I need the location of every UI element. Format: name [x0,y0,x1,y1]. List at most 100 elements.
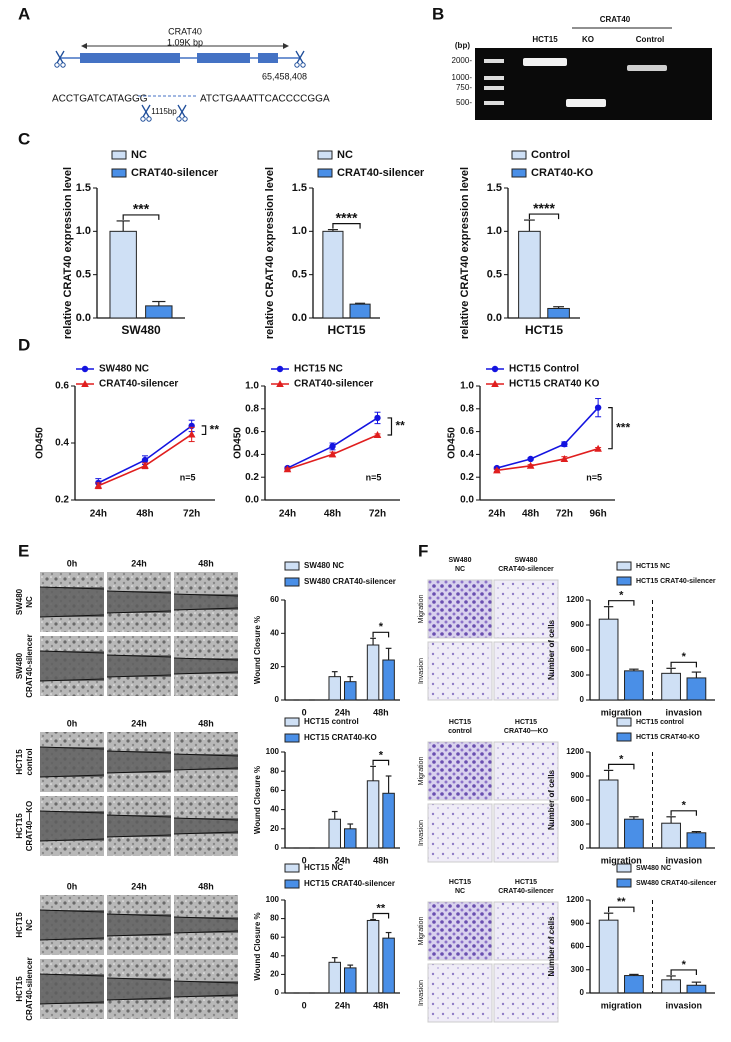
wound-gap [174,981,238,997]
sequence-left: ACCTGATCATAGGG [52,94,148,105]
micrograph [493,579,559,639]
wound-edge [106,814,172,818]
x-tick-label: 48h [324,509,341,520]
column-label: CRAT40-silencer [498,888,554,895]
y-tick-label: 100 [266,747,280,756]
deletion-size: 1115bp [151,107,177,116]
y-axis-label: OD450 [35,427,46,459]
legend-label: HCT15 CRAT40-silencer [304,879,395,888]
panel-letter: E [18,541,29,560]
scissors-handle [54,62,60,68]
row-label: HCT15 [15,912,24,938]
column-label: control [448,728,472,735]
y-tick-label: 1.0 [292,225,307,237]
sample-size-note: n=5 [586,472,602,482]
y-tick-label: 0.5 [292,269,307,281]
legend-label: HCT15 NC [304,863,343,872]
y-tick-label: 40 [270,805,279,814]
wound-edge [106,674,172,678]
y-tick-label: 300 [571,670,585,679]
micrograph [427,641,493,701]
wound-edge [39,909,105,913]
legend-marker [81,365,89,373]
bar [661,672,681,701]
x-tick-label: 48h [373,855,389,865]
y-axis-label: Number of cells [547,769,556,830]
bar [109,230,137,319]
timepoint-label: 48h [198,881,214,891]
scissors-handle [182,116,188,122]
band [627,65,667,71]
legend-marker [81,380,89,387]
y-tick-label: 0.5 [487,269,502,281]
ladder-band [484,59,504,63]
y-tick-label: 0.0 [76,312,91,324]
bar [686,984,707,994]
y-tick-label: 0.2 [460,472,474,483]
sequence-right: ATCTGAAATTCACCCCGGA [200,94,330,105]
row-label: Invasion [418,658,425,684]
row-label: CRAT40-silencer [25,957,34,1020]
wound-edge [173,980,239,984]
scissors-blade [56,50,65,64]
significance-label: ** [377,902,386,914]
wound-edge [106,750,172,754]
timepoint-label: 48h [198,558,214,568]
panel-letter: F [418,541,428,560]
x-tick-label: 72h [183,509,200,520]
wound-edge [173,930,239,934]
scissors-blade [55,50,64,64]
x-tick-label: 72h [556,509,573,520]
column-label: SW480 [515,557,538,564]
wound-gap [40,974,104,1004]
column-label: NC [455,566,465,573]
legend-label: CRAT40-silencer [99,379,178,390]
point [328,450,337,458]
wound-edge [106,770,172,774]
y-tick-label: 1.0 [76,225,91,237]
y-axis-label: Number of cells [547,619,556,680]
significance-bracket [201,425,207,436]
y-tick-label: 0 [580,843,585,852]
x-tick-label: 24h [279,509,296,520]
significance-label: * [619,753,624,765]
scissors-icon [140,104,152,122]
row-label: Migration [418,595,425,624]
y-tick-label: 1.0 [245,381,259,392]
genome-coordinate: 65,458,408 [262,71,307,81]
legend-label: CRAT40-KO [531,167,594,179]
significance-bracket [607,600,635,606]
timepoint-label: 24h [131,718,147,728]
column-label: HCT15 [515,719,537,726]
column-label: HCT15 [449,719,471,726]
marker-size: 500- [456,98,472,107]
row-label: Migration [418,917,425,946]
significance-bracket [372,912,390,919]
legend-label: HCT15 NC [294,364,343,375]
legend-label: HCT15 CRAT40-KO [636,734,700,741]
x-tick-label: 72h [369,509,386,520]
ladder-band [484,86,504,90]
lane-label: Control [636,35,664,44]
gene-length: 1.09K bp [167,37,203,47]
y-tick-label: 80 [270,766,279,775]
wound-edge [173,671,239,675]
micrograph [493,641,559,701]
wound-edge [173,753,239,757]
row-label: NC [25,919,34,931]
y-tick-label: 0.4 [460,449,474,460]
wound-gap [174,594,238,610]
y-tick-label: 300 [571,965,585,974]
y-tick-label: 0.6 [55,381,69,392]
y-tick-label: 0.2 [55,495,69,506]
y-axis-label: relative CRAT40 expression level [459,167,471,339]
bar [344,967,357,994]
y-tick-label: 100 [266,895,280,904]
y-tick-label: 0.8 [245,403,259,414]
y-tick-label: 0.0 [487,312,502,324]
legend-label: SW480 NC [304,561,344,570]
y-tick-label: 900 [571,620,585,629]
bar [344,681,357,701]
significance-label: * [682,651,687,663]
legend-label: Control [531,149,570,161]
